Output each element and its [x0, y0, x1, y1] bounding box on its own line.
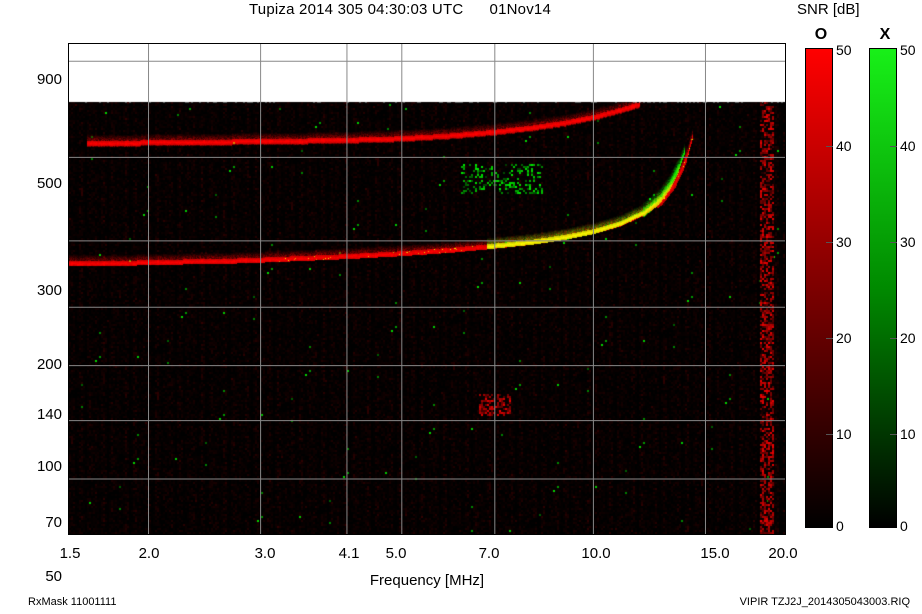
colorbar-o-label: O: [806, 26, 836, 44]
x-tick: 15.0: [680, 545, 750, 562]
y-tick: 50: [6, 568, 62, 585]
y-tick: 140: [6, 406, 62, 423]
colorbar-dash: [890, 338, 897, 339]
ionogram-data-canvas: [69, 44, 785, 534]
colorbar-dash: [826, 338, 833, 339]
colorbar-tick: 10: [900, 426, 922, 442]
x-axis-ticks: 1.5 2.0 3.0 4.1 5.0 7.0 10.0 15.0 20.0: [68, 545, 786, 567]
footer-source-file: VIPIR TZJ2J_2014305043003.RIQ: [740, 596, 910, 608]
colorbar-dash: [826, 434, 833, 435]
colorbar-o-gradient[interactable]: [805, 48, 833, 528]
colorbar-x-gradient[interactable]: [869, 48, 897, 528]
x-tick: 20.0: [748, 545, 818, 562]
colorbar-tick: 20: [836, 330, 866, 346]
y-tick: 900: [6, 71, 62, 88]
colorbar-tick: 20: [900, 330, 922, 346]
x-tick: 3.0: [230, 545, 300, 562]
ionogram-plot[interactable]: [68, 43, 786, 535]
colorbar-dash: [890, 242, 897, 243]
colorbar-dash: [890, 434, 897, 435]
colorbar-tick: 0: [900, 518, 922, 534]
colorbar-tick: 30: [900, 234, 922, 250]
x-tick: 1.5: [35, 545, 105, 562]
colorbar-tick: 50: [900, 42, 922, 58]
footer-rxmask: RxMask 11001111: [28, 596, 116, 608]
page-title: Tupiza 2014 305 04:30:03 UTC 01Nov14: [0, 1, 800, 18]
colorbar-tick: 30: [836, 234, 866, 250]
x-tick: 5.0: [361, 545, 431, 562]
y-tick: 100: [6, 458, 62, 475]
y-axis-ticks: 900 500 300 200 140 100 70 50: [0, 43, 62, 535]
y-tick: 300: [6, 282, 62, 299]
y-tick: 70: [6, 514, 62, 531]
colorbar-tick: 40: [900, 138, 922, 154]
colorbar-x-label: X: [870, 26, 900, 44]
colorbar-dash: [826, 242, 833, 243]
colorbar-tick: 50: [836, 42, 866, 58]
colorbar-tick: 0: [836, 518, 866, 534]
colorbar-o-ticks: 50 40 30 20 10 0: [836, 48, 870, 528]
y-tick: 200: [6, 356, 62, 373]
x-tick: 2.0: [114, 545, 184, 562]
colorbar-dash: [826, 146, 833, 147]
x-axis-label: Frequency [MHz]: [68, 572, 786, 589]
colorbar-dash: [890, 146, 897, 147]
colorbar-tick: 40: [836, 138, 866, 154]
x-tick: 7.0: [454, 545, 524, 562]
colorbar-tick: 10: [836, 426, 866, 442]
colorbar-x-ticks: 50 40 30 20 10 0: [900, 48, 922, 528]
colorbar-title: SNR [dB]: [797, 1, 860, 18]
x-tick: 10.0: [561, 545, 631, 562]
y-tick: 500: [6, 175, 62, 192]
